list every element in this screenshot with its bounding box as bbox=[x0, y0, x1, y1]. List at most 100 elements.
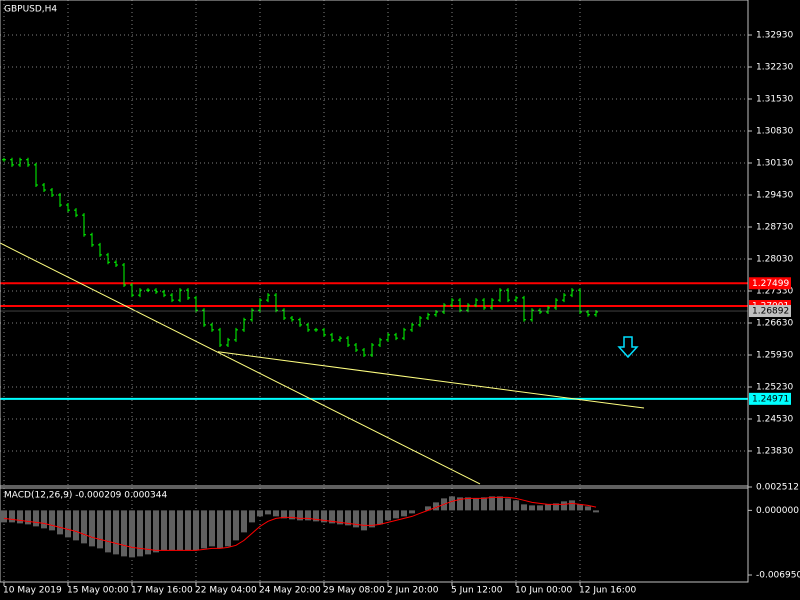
price-bar bbox=[562, 293, 566, 303]
price-bar bbox=[274, 293, 278, 313]
x-tick-label: 12 Jun 16:00 bbox=[579, 586, 636, 596]
price-bar bbox=[162, 289, 166, 298]
level-label-box bbox=[749, 392, 791, 405]
price-bar bbox=[418, 315, 422, 327]
y-tick-label: 1.32230 bbox=[756, 63, 793, 73]
price-bar bbox=[66, 203, 70, 213]
y-tick-label: 1.23830 bbox=[756, 446, 793, 456]
x-tick-label: 2 Jun 20:00 bbox=[387, 586, 439, 596]
price-bar bbox=[354, 342, 358, 352]
price-bar bbox=[114, 260, 118, 267]
price-bar bbox=[394, 332, 398, 341]
price-bar bbox=[314, 327, 318, 332]
price-bar bbox=[202, 308, 206, 327]
price-bar bbox=[90, 232, 94, 247]
price-bar bbox=[74, 208, 78, 218]
price-bar bbox=[426, 312, 430, 320]
price-panel: 1.32930 1.32230 1.31530 1.30830 1.30130 1.294… bbox=[0, 0, 793, 586]
price-bar bbox=[466, 303, 470, 313]
price-bar bbox=[82, 213, 86, 237]
price-bar bbox=[570, 288, 574, 298]
price-bar bbox=[194, 295, 198, 313]
chart-title: GBPUSD,H4 bbox=[4, 5, 57, 15]
indicator-title: MACD(12,26,9) -0.000209 0.000344 bbox=[4, 491, 167, 501]
price-bar bbox=[490, 298, 494, 310]
x-tick-label: 29 May 08:00 bbox=[323, 586, 385, 596]
price-bar bbox=[522, 295, 526, 322]
price-bar bbox=[530, 308, 534, 322]
price-bar bbox=[362, 347, 366, 357]
price-bar bbox=[10, 157, 14, 167]
x-tick-label: 10 Jun 00:00 bbox=[515, 586, 572, 596]
trendline bbox=[217, 351, 645, 409]
y-tick-label: 0.000000 bbox=[756, 506, 799, 516]
price-bar bbox=[386, 332, 390, 342]
price-bar bbox=[370, 342, 374, 357]
y-tick-label: 1.25930 bbox=[756, 350, 793, 360]
price-bar bbox=[42, 182, 46, 192]
y-tick-label: 1.27330 bbox=[756, 287, 793, 297]
price-bar bbox=[226, 337, 230, 347]
y-tick-label: 1.30130 bbox=[756, 159, 793, 169]
price-bar bbox=[178, 288, 182, 303]
price-bar bbox=[514, 295, 518, 303]
x-tick-label: 22 May 04:00 bbox=[195, 586, 257, 596]
price-bar bbox=[250, 308, 254, 322]
level-label: 1.27499 bbox=[752, 279, 789, 289]
y-tick-label: 0.002512 bbox=[756, 483, 799, 493]
x-tick-label: 15 May 00:00 bbox=[67, 586, 129, 596]
price-bar bbox=[282, 308, 286, 320]
price-bar bbox=[474, 298, 478, 308]
price-bar bbox=[442, 303, 446, 315]
price-bar bbox=[338, 336, 342, 342]
y-tick-label: 1.24530 bbox=[756, 414, 793, 424]
price-bar bbox=[138, 288, 142, 298]
x-tick-label: 5 Jun 12:00 bbox=[451, 586, 503, 596]
price-bar bbox=[34, 162, 38, 187]
price-bar bbox=[266, 293, 270, 303]
signal-line bbox=[3, 496, 597, 551]
level-label-box bbox=[749, 277, 791, 290]
price-bar bbox=[298, 317, 302, 327]
price-bar bbox=[482, 298, 486, 310]
y-tick-label: 1.25230 bbox=[756, 382, 793, 392]
price-bar bbox=[450, 298, 454, 308]
price-bar bbox=[234, 327, 238, 342]
price-bar bbox=[98, 242, 102, 257]
y-tick-label: 1.29430 bbox=[756, 191, 793, 201]
axes bbox=[0, 0, 749, 583]
level-label: 1.24971 bbox=[752, 394, 789, 404]
price-bar bbox=[498, 288, 502, 303]
price-bar bbox=[146, 288, 150, 293]
y-tick-label: 1.28030 bbox=[756, 255, 793, 265]
price-bar bbox=[546, 305, 550, 315]
price-bar bbox=[306, 322, 310, 332]
price-bar bbox=[506, 288, 510, 303]
price-bar bbox=[210, 322, 214, 332]
y-tick-label: 1.31530 bbox=[756, 95, 793, 105]
x-tick-label: 10 May 2019 bbox=[3, 586, 62, 596]
price-bar bbox=[346, 336, 350, 347]
price-bar bbox=[402, 327, 406, 341]
y-tick-label: 1.28730 bbox=[756, 223, 793, 233]
x-tick-label: 24 May 20:00 bbox=[259, 586, 321, 596]
price-bar bbox=[554, 298, 558, 310]
macd-panel: 0.002512 0.000000 -0.006950 bbox=[1, 483, 800, 581]
price-bar bbox=[378, 337, 382, 347]
price-bar bbox=[130, 283, 134, 298]
price-bar bbox=[170, 293, 174, 303]
price-bar bbox=[458, 298, 462, 313]
price-bar bbox=[218, 327, 222, 347]
price-bar bbox=[2, 157, 6, 162]
price-bar bbox=[578, 288, 582, 315]
price-bar bbox=[258, 298, 262, 313]
y-tick-label: 1.32930 bbox=[756, 31, 793, 41]
y-tick-label: -0.006950 bbox=[756, 571, 800, 581]
frame bbox=[0, 0, 749, 583]
trendline bbox=[0, 242, 481, 485]
price-bar bbox=[186, 288, 190, 300]
sell-arrow-icon bbox=[617, 336, 639, 359]
